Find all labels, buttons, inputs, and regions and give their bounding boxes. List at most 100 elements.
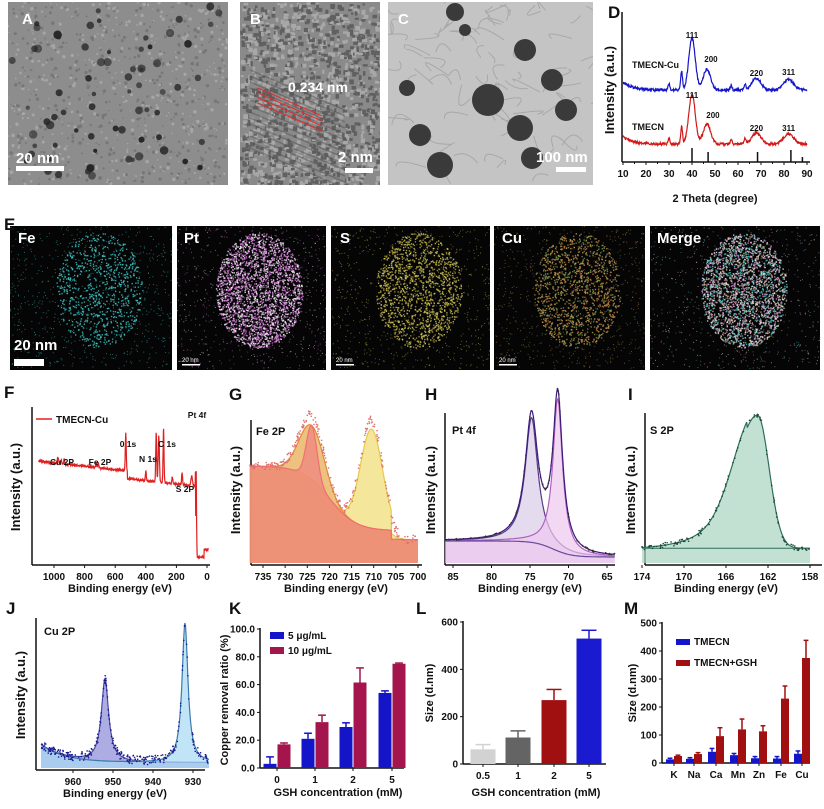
map-noise bbox=[321, 352, 323, 354]
lattice-texture bbox=[241, 36, 246, 39]
lattice-texture bbox=[302, 52, 305, 56]
noise-speck bbox=[56, 50, 60, 54]
element-signal bbox=[95, 286, 98, 288]
noise-speck bbox=[9, 40, 11, 43]
lattice-texture bbox=[361, 35, 365, 40]
map-noise bbox=[17, 277, 19, 279]
lattice-texture bbox=[310, 178, 314, 182]
noise-speck bbox=[102, 89, 107, 93]
lattice-texture bbox=[262, 12, 266, 16]
element-signal bbox=[125, 271, 128, 273]
lattice-texture bbox=[359, 153, 364, 156]
nanoparticle bbox=[194, 74, 202, 82]
noise-speck bbox=[206, 102, 210, 106]
element-signal bbox=[126, 297, 128, 299]
noise-speck bbox=[18, 141, 21, 145]
noise-speck bbox=[188, 133, 191, 136]
lattice-texture bbox=[338, 113, 344, 119]
element-signal bbox=[57, 277, 59, 279]
element-signal bbox=[98, 300, 100, 303]
lattice-texture bbox=[360, 138, 366, 144]
lattice-texture bbox=[258, 58, 264, 62]
map-noise bbox=[162, 337, 164, 339]
element-signal bbox=[115, 250, 118, 252]
map-noise bbox=[78, 264, 80, 266]
noise-speck bbox=[116, 139, 119, 141]
map-noise bbox=[203, 270, 205, 272]
map-noise bbox=[52, 328, 54, 330]
map-noise bbox=[21, 366, 23, 368]
noise-speck bbox=[16, 134, 21, 139]
noise-speck bbox=[8, 134, 10, 138]
element-signal bbox=[288, 280, 290, 282]
element-signal bbox=[89, 282, 92, 285]
element-signal bbox=[125, 321, 128, 324]
lattice-texture bbox=[287, 152, 290, 158]
noise-speck bbox=[147, 170, 149, 172]
map-noise bbox=[246, 302, 248, 304]
lattice-texture bbox=[247, 168, 253, 174]
noise-speck bbox=[65, 8, 69, 12]
lattice-texture bbox=[324, 173, 328, 177]
noise-speck bbox=[50, 45, 53, 48]
noise-speck bbox=[87, 94, 90, 96]
film-wrinkle bbox=[504, 80, 528, 90]
lattice-texture bbox=[266, 44, 270, 50]
element-signal bbox=[82, 327, 85, 329]
element-signal bbox=[286, 261, 289, 263]
map-noise bbox=[296, 238, 298, 240]
lattice-texture bbox=[285, 64, 288, 68]
map-noise bbox=[160, 309, 162, 311]
map-noise bbox=[121, 320, 123, 322]
map-noise bbox=[187, 349, 189, 351]
map-noise bbox=[73, 238, 75, 240]
lattice-texture bbox=[362, 49, 366, 53]
element-signal bbox=[96, 314, 98, 317]
noise-speck bbox=[54, 49, 57, 52]
lattice-texture bbox=[278, 46, 282, 51]
lattice-texture bbox=[268, 75, 272, 80]
noise-speck bbox=[208, 134, 212, 138]
map-noise bbox=[323, 299, 325, 301]
lattice-texture bbox=[295, 86, 301, 90]
lattice-texture bbox=[263, 14, 268, 20]
lattice-texture bbox=[271, 13, 276, 18]
element-signal bbox=[65, 308, 67, 311]
noise-speck bbox=[107, 71, 111, 74]
map-noise bbox=[87, 312, 89, 314]
noise-speck bbox=[70, 110, 74, 114]
map-noise bbox=[206, 343, 208, 345]
map-noise bbox=[222, 260, 224, 262]
map-noise bbox=[152, 238, 154, 240]
lattice-texture bbox=[294, 47, 299, 51]
map-noise bbox=[298, 265, 300, 267]
noise-speck bbox=[181, 90, 185, 94]
lattice-texture bbox=[353, 60, 359, 65]
noise-speck bbox=[188, 171, 191, 173]
map-noise bbox=[177, 345, 179, 347]
noise-speck bbox=[102, 93, 104, 95]
element-signal bbox=[114, 261, 116, 264]
map-noise bbox=[107, 317, 109, 319]
lattice-texture bbox=[337, 114, 340, 117]
map-noise bbox=[199, 363, 201, 365]
element-signal bbox=[130, 271, 132, 273]
map-noise bbox=[34, 300, 36, 302]
lattice-texture bbox=[289, 117, 294, 121]
element-signal bbox=[93, 256, 95, 259]
map-noise bbox=[97, 254, 99, 256]
map-noise bbox=[190, 319, 192, 321]
map-noise bbox=[261, 360, 263, 362]
element-signal bbox=[233, 329, 236, 332]
map-noise bbox=[185, 331, 187, 333]
lattice-texture bbox=[354, 104, 359, 107]
map-noise bbox=[112, 274, 114, 276]
map-noise bbox=[93, 233, 95, 235]
noise-speck bbox=[61, 157, 65, 161]
noise-speck bbox=[191, 69, 194, 72]
element-signal bbox=[136, 315, 138, 317]
element-signal bbox=[72, 297, 74, 299]
element-signal bbox=[132, 307, 134, 309]
map-noise bbox=[234, 234, 236, 236]
element-signal bbox=[63, 271, 65, 273]
